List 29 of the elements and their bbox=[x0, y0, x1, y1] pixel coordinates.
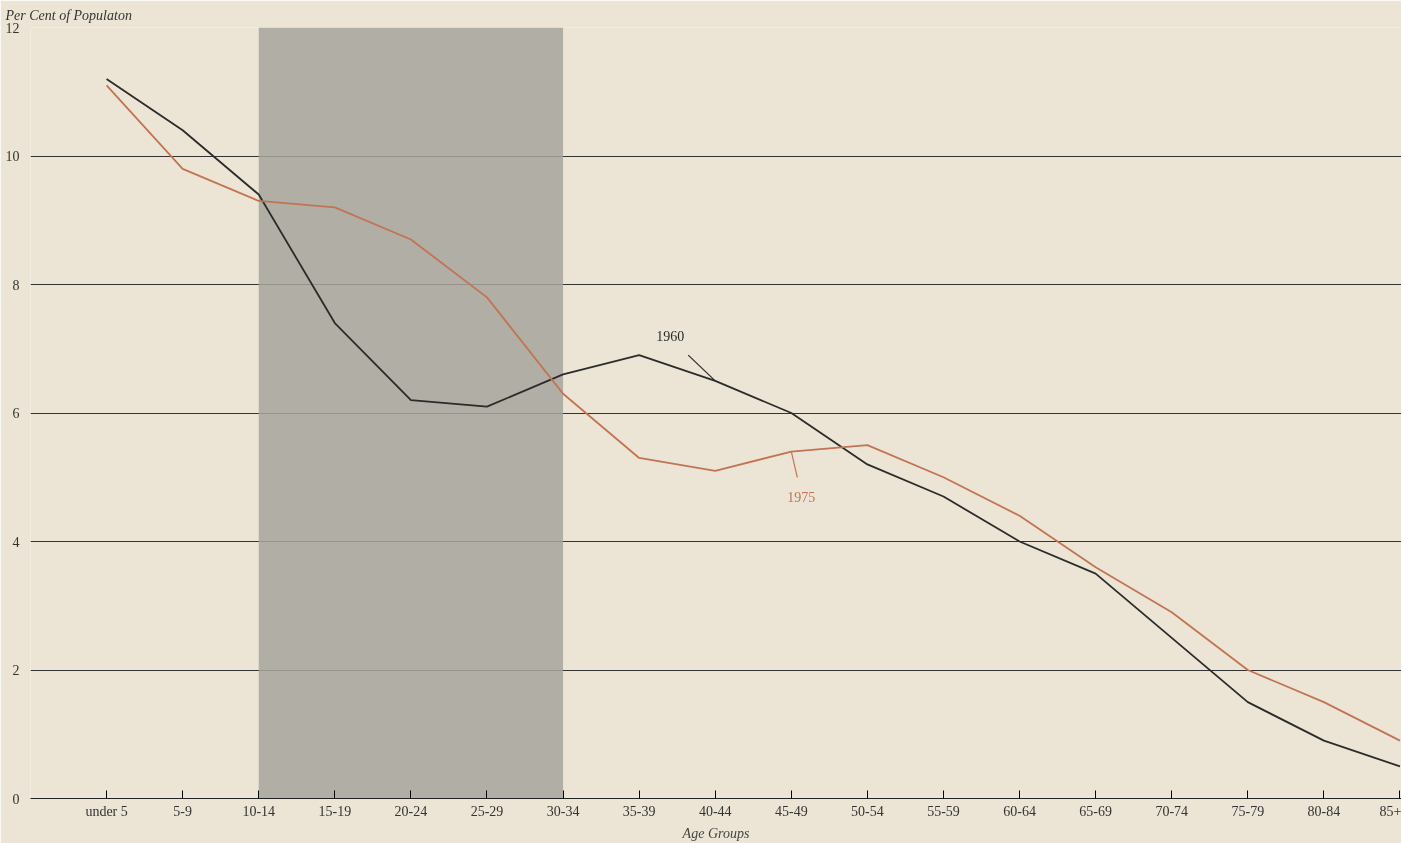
y-tick-label: 10 bbox=[5, 149, 20, 164]
x-tick-label: 50-54 bbox=[851, 803, 884, 819]
x-tick-label: 80-84 bbox=[1307, 803, 1341, 819]
x-tick-label: 45-49 bbox=[774, 803, 808, 819]
annotation: 1960 bbox=[656, 328, 685, 344]
x-axis-title: Age Groups bbox=[681, 825, 750, 841]
y-tick-label: 0 bbox=[12, 791, 20, 807]
x-tick-label: 15-19 bbox=[318, 803, 352, 819]
y-tick-label: 12 bbox=[5, 20, 20, 36]
x-tick-label: 5-9 bbox=[173, 803, 193, 819]
x-tick-label: 35-39 bbox=[622, 803, 656, 819]
x-tick-label: 70-74 bbox=[1155, 803, 1189, 819]
x-tick-label: 30-34 bbox=[546, 803, 580, 819]
x-tick-label: 85+ bbox=[1379, 803, 1401, 819]
y-tick-label: 6 bbox=[12, 406, 20, 421]
x-tick-label: 20-24 bbox=[394, 803, 428, 819]
x-tick-label: 25-29 bbox=[470, 803, 504, 819]
x-tick-label: 55-59 bbox=[927, 803, 960, 819]
x-tick-label: under 5 bbox=[85, 803, 128, 819]
x-tick-label: 10-14 bbox=[242, 803, 276, 819]
y-axis-title: Per Cent of Populaton bbox=[4, 7, 132, 23]
x-tick-label: 60-64 bbox=[1003, 803, 1036, 819]
x-tick-label: 65-69 bbox=[1079, 803, 1112, 819]
y-tick-label: 8 bbox=[12, 277, 20, 293]
x-tick-label: 40-44 bbox=[698, 803, 732, 819]
y-tick-label: 4 bbox=[12, 534, 20, 550]
y-tick-label: 2 bbox=[12, 663, 20, 678]
x-tick-label: 75-79 bbox=[1231, 803, 1265, 819]
annotation: 1975 bbox=[787, 489, 816, 505]
